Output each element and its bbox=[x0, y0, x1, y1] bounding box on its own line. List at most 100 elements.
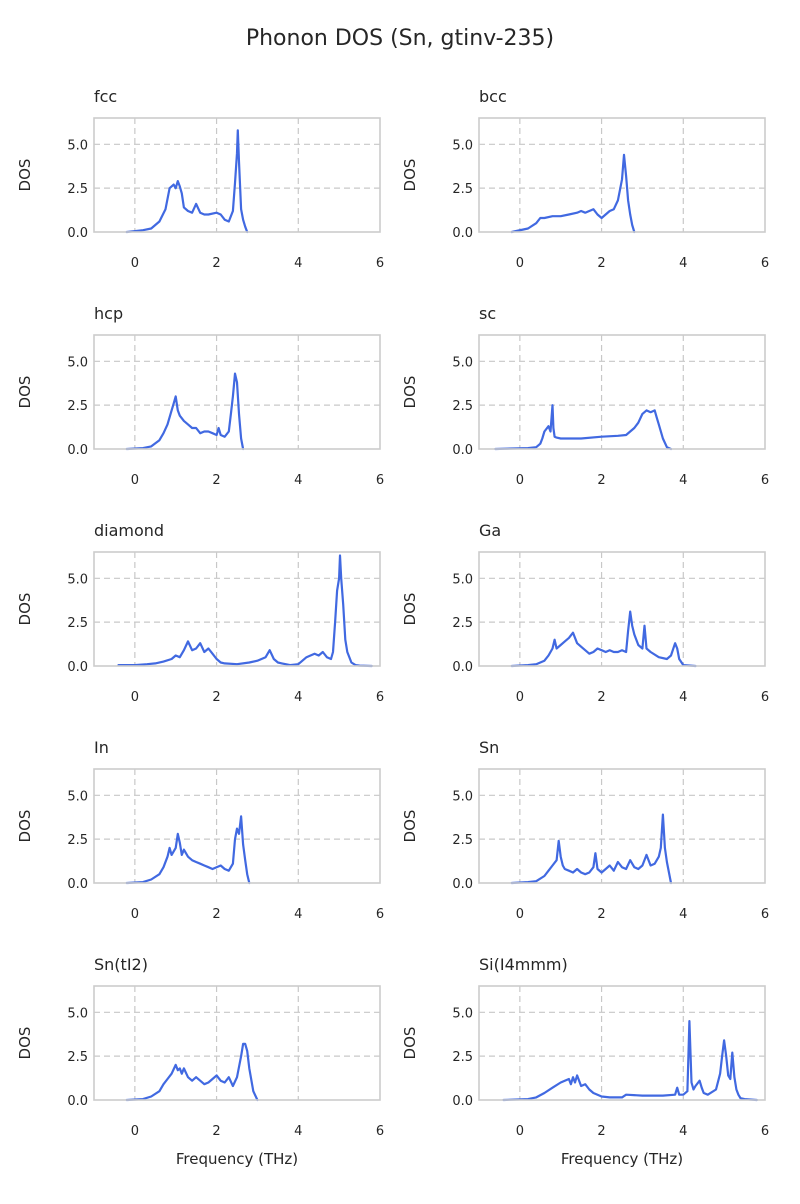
y-tick-label: 5.0 bbox=[452, 572, 473, 587]
y-tick-label: 0.0 bbox=[67, 660, 88, 675]
x-tick-label: 6 bbox=[761, 690, 769, 705]
x-tick-label: 0 bbox=[516, 256, 524, 271]
x-tick-label: 2 bbox=[212, 473, 220, 488]
x-tick-label: 4 bbox=[294, 690, 302, 705]
panel-frame bbox=[478, 985, 766, 1101]
dos-series-line-sn-ti2- bbox=[125, 1042, 259, 1102]
panel-title: In bbox=[94, 738, 109, 757]
y-tick-label: 5.0 bbox=[452, 355, 473, 370]
y-tick-label: 5.0 bbox=[67, 1006, 88, 1021]
dos-series-line-si-i4mmm- bbox=[502, 1019, 758, 1102]
dos-series-line-diamond bbox=[117, 554, 373, 668]
y-tick-label: 0.0 bbox=[452, 877, 473, 892]
x-axis-label: Frequency (THz) bbox=[561, 1150, 683, 1168]
y-tick-label: 2.5 bbox=[452, 616, 473, 631]
y-tick-label: 5.0 bbox=[67, 138, 88, 153]
y-tick-label: 2.5 bbox=[67, 833, 88, 848]
y-tick-label: 0.0 bbox=[67, 1094, 88, 1109]
y-tick-label: 0.0 bbox=[67, 443, 88, 458]
y-axis-label: DOS bbox=[401, 810, 419, 843]
x-tick-label: 4 bbox=[679, 256, 687, 271]
x-tick-label: 0 bbox=[516, 907, 524, 922]
x-tick-label: 2 bbox=[597, 473, 605, 488]
y-tick-label: 2.5 bbox=[67, 399, 88, 414]
x-tick-label: 2 bbox=[597, 690, 605, 705]
x-tick-label: 0 bbox=[131, 1124, 139, 1139]
y-axis-label: DOS bbox=[16, 159, 34, 192]
dos-series-line-sc bbox=[494, 404, 673, 451]
y-axis-label: DOS bbox=[16, 1027, 34, 1060]
panel-title: Si(I4mmm) bbox=[479, 955, 568, 974]
x-tick-label: 0 bbox=[131, 256, 139, 271]
dos-series-line-fcc bbox=[125, 129, 249, 234]
x-tick-label: 2 bbox=[212, 907, 220, 922]
y-tick-label: 5.0 bbox=[67, 572, 88, 587]
panel-title: Ga bbox=[479, 521, 501, 540]
x-tick-label: 6 bbox=[376, 1124, 384, 1139]
x-tick-label: 4 bbox=[679, 690, 687, 705]
y-tick-label: 5.0 bbox=[452, 789, 473, 804]
y-tick-label: 0.0 bbox=[67, 877, 88, 892]
panel-title: Sn(tI2) bbox=[94, 955, 148, 974]
y-axis-label: DOS bbox=[16, 810, 34, 843]
x-tick-label: 4 bbox=[679, 473, 687, 488]
x-tick-label: 2 bbox=[597, 256, 605, 271]
dos-series-line-hcp bbox=[125, 372, 245, 451]
x-tick-label: 0 bbox=[516, 473, 524, 488]
y-tick-label: 0.0 bbox=[452, 660, 473, 675]
panel-title: Sn bbox=[479, 738, 499, 757]
y-tick-label: 2.5 bbox=[452, 1050, 473, 1065]
y-axis-label: DOS bbox=[401, 376, 419, 409]
panel-frame bbox=[93, 551, 381, 667]
x-tick-label: 4 bbox=[294, 1124, 302, 1139]
x-tick-label: 0 bbox=[516, 1124, 524, 1139]
y-tick-label: 5.0 bbox=[452, 138, 473, 153]
x-tick-label: 0 bbox=[131, 907, 139, 922]
y-tick-label: 0.0 bbox=[452, 443, 473, 458]
y-axis-label: DOS bbox=[16, 593, 34, 626]
panel-frame bbox=[93, 334, 381, 450]
y-tick-label: 2.5 bbox=[67, 616, 88, 631]
figure-title: Phonon DOS (Sn, gtinv-235) bbox=[246, 26, 554, 51]
x-tick-label: 4 bbox=[294, 473, 302, 488]
y-axis-label: DOS bbox=[401, 593, 419, 626]
x-tick-label: 2 bbox=[597, 1124, 605, 1139]
x-tick-label: 6 bbox=[376, 256, 384, 271]
y-tick-label: 2.5 bbox=[452, 833, 473, 848]
x-tick-label: 6 bbox=[761, 1124, 769, 1139]
x-tick-label: 4 bbox=[294, 256, 302, 271]
x-tick-label: 0 bbox=[131, 473, 139, 488]
y-tick-label: 2.5 bbox=[452, 182, 473, 197]
x-tick-label: 0 bbox=[516, 690, 524, 705]
x-tick-label: 6 bbox=[761, 473, 769, 488]
y-tick-label: 2.5 bbox=[452, 399, 473, 414]
y-tick-label: 2.5 bbox=[67, 182, 88, 197]
y-axis-label: DOS bbox=[401, 159, 419, 192]
panel-title: bcc bbox=[479, 87, 507, 106]
x-tick-label: 2 bbox=[212, 1124, 220, 1139]
x-tick-label: 4 bbox=[679, 907, 687, 922]
y-tick-label: 5.0 bbox=[67, 355, 88, 370]
panel-title: diamond bbox=[94, 521, 164, 540]
y-tick-label: 0.0 bbox=[452, 226, 473, 241]
panel-title: sc bbox=[479, 304, 496, 323]
y-tick-label: 5.0 bbox=[452, 1006, 473, 1021]
y-axis-label: DOS bbox=[16, 376, 34, 409]
panel-frame bbox=[93, 117, 381, 233]
panel-title: fcc bbox=[94, 87, 117, 106]
panel-frame bbox=[478, 117, 766, 233]
dos-series-line-bcc bbox=[510, 153, 636, 234]
panel-frame bbox=[93, 768, 381, 884]
x-tick-label: 6 bbox=[761, 907, 769, 922]
x-tick-label: 6 bbox=[376, 907, 384, 922]
x-tick-label: 0 bbox=[131, 690, 139, 705]
y-axis-label: DOS bbox=[401, 1027, 419, 1060]
dos-series-line-in bbox=[125, 815, 251, 885]
x-tick-label: 4 bbox=[679, 1124, 687, 1139]
panel-frame bbox=[93, 985, 381, 1101]
x-tick-label: 4 bbox=[294, 907, 302, 922]
panel-title: hcp bbox=[94, 304, 123, 323]
panel-frame bbox=[478, 768, 766, 884]
y-tick-label: 2.5 bbox=[67, 1050, 88, 1065]
